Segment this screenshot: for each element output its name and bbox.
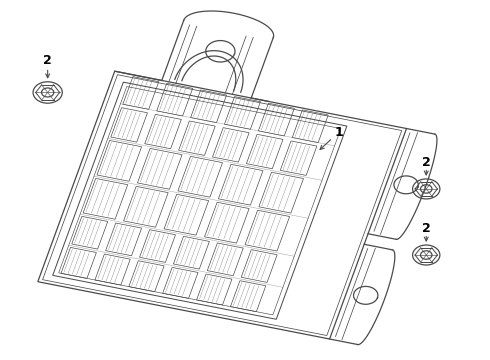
Text: 2: 2	[422, 222, 431, 235]
Text: 2: 2	[43, 54, 52, 67]
Text: 2: 2	[422, 156, 431, 168]
Text: 1: 1	[334, 126, 343, 139]
